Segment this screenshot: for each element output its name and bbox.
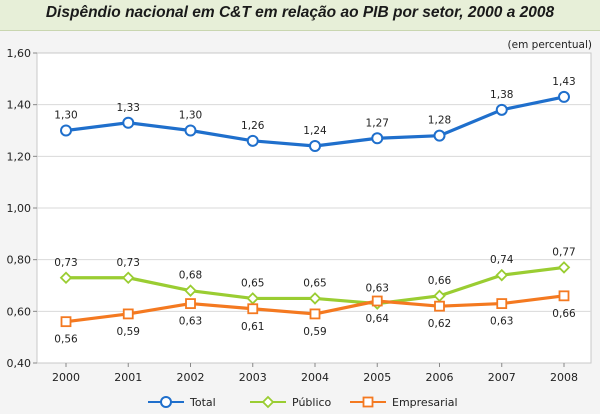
data-label-total: 1,24: [303, 125, 327, 137]
x-tick-label: 2000: [52, 371, 80, 384]
data-label-total: 1,27: [366, 117, 389, 129]
data-point-empresarial: [185, 298, 196, 309]
data-label-empresarial: 0,59: [117, 326, 140, 338]
y-tick-label: 1,40: [7, 99, 32, 112]
x-tick-label: 2001: [114, 371, 142, 384]
data-point-empresarial: [496, 298, 508, 309]
data-point-total: [184, 124, 197, 137]
legend-marker-publico: [261, 395, 275, 409]
data-label-publico: 0,68: [179, 270, 202, 282]
x-tick-label: 2007: [488, 371, 516, 384]
data-label-empresarial: 0,63: [179, 316, 202, 328]
data-point-total: [60, 124, 72, 137]
x-tick-label: 2004: [301, 371, 329, 384]
data-label-publico: 0,65: [303, 277, 326, 289]
data-label-publico: 0,74: [490, 254, 514, 266]
title-bar: [0, 0, 600, 31]
data-label-publico: 0,77: [552, 246, 575, 258]
data-point-total: [433, 129, 446, 142]
data-label-publico: 0,66: [428, 275, 452, 287]
data-point-empresarial: [309, 308, 321, 320]
data-label-empresarial: 0,56: [54, 334, 78, 346]
data-label-empresarial: 0,64: [366, 313, 390, 325]
y-tick-label: 0,80: [7, 254, 32, 267]
chart-title: Dispêndio nacional em C&T em relação ao …: [45, 4, 555, 21]
data-label-publico: 0,73: [54, 257, 77, 269]
data-point-publico: [121, 271, 135, 285]
y-tick-label: 1,00: [7, 202, 32, 215]
data-label-empresarial: 0,66: [552, 308, 576, 320]
data-point-publico: [495, 268, 509, 282]
data-label-publico: 0,73: [117, 257, 140, 269]
data-label-total: 1,26: [241, 120, 265, 132]
legend-marker-empresarial: [362, 396, 374, 408]
data-point-empresarial: [122, 308, 134, 320]
x-tick-label: 2008: [550, 371, 578, 384]
data-label-total: 1,43: [552, 76, 575, 88]
data-label-total: 1,28: [428, 115, 451, 127]
data-point-empresarial: [60, 316, 72, 328]
data-label-total: 1,30: [179, 110, 202, 122]
legend-marker-total: [160, 396, 172, 408]
data-point-total: [495, 103, 508, 116]
data-point-publico: [184, 284, 197, 297]
data-point-publico: [557, 261, 571, 274]
data-label-publico: 0,63: [366, 283, 389, 295]
y-tick-label: 0,40: [7, 357, 32, 370]
y-tick-label: 1,20: [7, 150, 32, 163]
data-point-publico: [308, 292, 322, 305]
data-label-empresarial: 0,63: [490, 316, 513, 328]
data-point-empresarial: [434, 300, 445, 312]
data-label-publico: 0,65: [241, 277, 264, 289]
x-tick-label: 2005: [363, 371, 391, 384]
data-point-total: [558, 90, 570, 103]
data-point-publico: [59, 271, 73, 285]
data-point-empresarial: [558, 290, 570, 302]
data-label-empresarial: 0,59: [303, 326, 326, 338]
data-point-total: [122, 116, 135, 129]
data-point-empresarial: [371, 295, 383, 307]
data-point-total: [371, 132, 384, 145]
data-label-empresarial: 0,62: [428, 318, 451, 330]
legend-label-publico: Público: [292, 396, 332, 409]
data-point-total: [309, 140, 321, 152]
data-label-total: 1,30: [54, 110, 77, 122]
x-tick-label: 2003: [239, 371, 267, 384]
data-point-empresarial: [247, 303, 259, 315]
legend-label-empresarial: Empresarial: [392, 396, 458, 409]
data-label-empresarial: 0,61: [241, 321, 264, 333]
x-tick-label: 2006: [426, 371, 454, 384]
x-tick-label: 2002: [177, 371, 205, 384]
data-point-total: [246, 134, 259, 147]
y-tick-label: 0,60: [7, 305, 32, 318]
data-label-total: 1,33: [117, 102, 140, 114]
data-label-total: 1,38: [490, 89, 513, 101]
legend-label-total: Total: [189, 396, 216, 409]
unit-note: (em percentual): [508, 39, 592, 51]
y-tick-label: 1,60: [7, 47, 32, 60]
